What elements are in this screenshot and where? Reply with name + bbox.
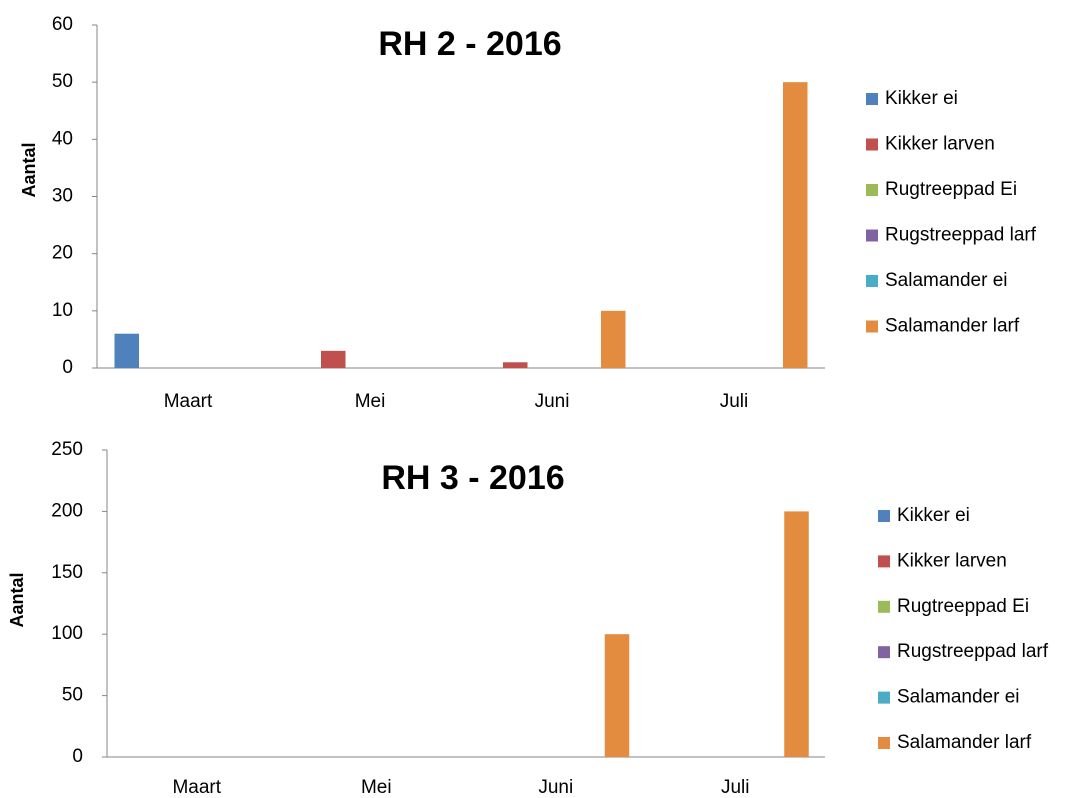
x-tick-label: Juni xyxy=(535,391,570,412)
bar xyxy=(321,350,346,368)
y-tick-label: 20 xyxy=(52,243,73,264)
legend-label: Kikker larven xyxy=(897,550,1007,571)
legend-swatch xyxy=(866,93,878,105)
legend-swatch xyxy=(866,229,878,242)
x-tick-label: Juli xyxy=(720,391,749,412)
chart-title: RH 2 - 2016 xyxy=(378,25,561,63)
legend-label: Rugstreeppad larf xyxy=(897,641,1049,662)
x-tick-label: Maart xyxy=(164,391,213,412)
legend-swatch xyxy=(866,184,878,196)
x-tick-label: Juni xyxy=(538,777,573,798)
legend-label: Salamander ei xyxy=(885,270,1008,291)
y-tick-label: 0 xyxy=(72,746,83,767)
y-tick-label: 250 xyxy=(51,439,83,460)
y-tick-label: 150 xyxy=(51,562,83,583)
y-tick-label: 40 xyxy=(52,128,73,149)
legend-label: Rugtreeppad Ei xyxy=(897,596,1029,617)
x-tick-label: Mei xyxy=(355,391,386,412)
bar xyxy=(114,333,139,368)
y-tick-label: 10 xyxy=(52,300,73,321)
legend-label: Kikker ei xyxy=(897,505,970,526)
legend-swatch xyxy=(866,138,878,151)
bar xyxy=(503,362,528,368)
legend-swatch xyxy=(878,600,890,613)
legend-label: Kikker ei xyxy=(885,88,958,109)
y-axis-label: Aantal xyxy=(7,572,27,627)
legend-swatch xyxy=(878,510,890,522)
bar xyxy=(784,511,809,757)
legend-label: Salamander larf xyxy=(885,316,1020,337)
legend-label: Rugstreeppad larf xyxy=(885,225,1037,246)
bar xyxy=(783,82,808,369)
y-tick-label: 50 xyxy=(52,71,73,92)
legend-label: Salamander ei xyxy=(897,687,1020,708)
bar xyxy=(604,634,630,757)
y-tick-label: 200 xyxy=(51,500,83,521)
legend-swatch xyxy=(878,555,890,568)
legend-swatch xyxy=(866,275,878,287)
y-axis-label: Aantal xyxy=(19,142,39,197)
legend-label: Kikker larven xyxy=(885,134,995,155)
y-tick-label: 60 xyxy=(52,14,73,35)
legend-swatch xyxy=(878,646,890,659)
y-tick-label: 0 xyxy=(62,357,73,378)
legend-label: Salamander larf xyxy=(897,732,1032,753)
x-tick-label: Juli xyxy=(721,777,750,798)
y-tick-label: 100 xyxy=(51,623,83,644)
x-tick-label: Maart xyxy=(172,777,221,798)
y-tick-label: 50 xyxy=(62,685,83,706)
chart-title: RH 3 - 2016 xyxy=(381,459,564,497)
legend-swatch xyxy=(878,691,890,704)
bar xyxy=(601,310,626,368)
legend-swatch xyxy=(878,737,890,749)
legend-label: Rugtreeppad Ei xyxy=(885,179,1017,200)
x-tick-label: Mei xyxy=(361,777,392,798)
legend-swatch xyxy=(866,320,878,333)
y-tick-label: 30 xyxy=(52,186,73,207)
